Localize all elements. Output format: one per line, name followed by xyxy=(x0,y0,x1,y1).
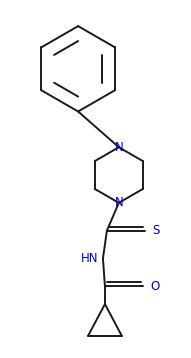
Text: O: O xyxy=(151,280,160,293)
Text: N: N xyxy=(114,196,123,209)
Text: N: N xyxy=(114,141,123,154)
Text: S: S xyxy=(153,224,160,237)
Text: HN: HN xyxy=(80,252,98,265)
